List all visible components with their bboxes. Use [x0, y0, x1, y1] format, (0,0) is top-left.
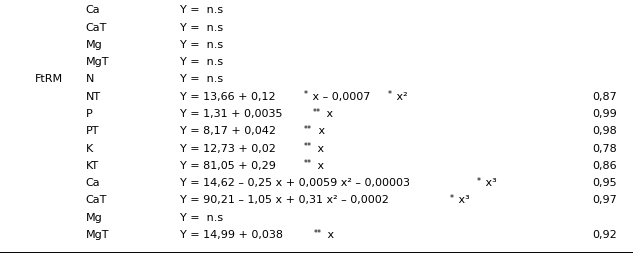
Text: Y = 12,73 + 0,02: Y = 12,73 + 0,02 — [180, 144, 276, 154]
Text: NT: NT — [85, 92, 101, 102]
Text: 0,98: 0,98 — [592, 126, 617, 136]
Text: Y = 1,31 + 0,0035: Y = 1,31 + 0,0035 — [180, 109, 283, 119]
Text: Mg: Mg — [85, 40, 102, 50]
Text: x³: x³ — [482, 178, 497, 188]
Text: 0,78: 0,78 — [592, 144, 617, 154]
Text: Y = 90,21 – 1,05 x + 0,31 x² – 0,0002: Y = 90,21 – 1,05 x + 0,31 x² – 0,0002 — [180, 196, 389, 205]
Text: Y = 13,66 + 0,12: Y = 13,66 + 0,12 — [180, 92, 276, 102]
Text: Y = 14,62 – 0,25 x + 0,0059 x² – 0,00003: Y = 14,62 – 0,25 x + 0,0059 x² – 0,00003 — [180, 178, 410, 188]
Text: *: * — [388, 90, 392, 99]
Text: x³: x³ — [455, 196, 470, 205]
Text: Y =  n.s: Y = n.s — [180, 23, 223, 33]
Text: Y =  n.s: Y = n.s — [180, 5, 223, 15]
Text: *: * — [477, 177, 481, 186]
Text: x: x — [323, 109, 333, 119]
Text: **: ** — [304, 142, 312, 151]
Text: Y =  n.s: Y = n.s — [180, 40, 223, 50]
Text: 0,86: 0,86 — [592, 161, 617, 171]
Text: P: P — [85, 109, 92, 119]
Text: x: x — [323, 230, 334, 240]
Text: Y = 14,99 + 0,038: Y = 14,99 + 0,038 — [180, 230, 284, 240]
Text: 0,99: 0,99 — [592, 109, 617, 119]
Text: Y =  n.s: Y = n.s — [180, 75, 223, 84]
Text: PT: PT — [85, 126, 99, 136]
Text: CaT: CaT — [85, 196, 107, 205]
Text: Ca: Ca — [85, 5, 100, 15]
Text: x – 0,0007: x – 0,0007 — [309, 92, 370, 102]
Text: 0,87: 0,87 — [592, 92, 617, 102]
Text: **: ** — [304, 159, 312, 168]
Text: **: ** — [313, 108, 321, 117]
Text: 0,92: 0,92 — [592, 230, 617, 240]
Text: KT: KT — [85, 161, 99, 171]
Text: x: x — [315, 144, 325, 154]
Text: N: N — [85, 75, 94, 84]
Text: Ca: Ca — [85, 178, 100, 188]
Text: K: K — [85, 144, 92, 154]
Text: MgT: MgT — [85, 57, 109, 67]
Text: Y = 81,05 + 0,29: Y = 81,05 + 0,29 — [180, 161, 276, 171]
Text: *: * — [450, 194, 454, 203]
Text: x²: x² — [393, 92, 408, 102]
Text: Y =  n.s: Y = n.s — [180, 57, 223, 67]
Text: Y =  n.s: Y = n.s — [180, 213, 223, 223]
Text: MgT: MgT — [85, 230, 109, 240]
Text: 0,95: 0,95 — [592, 178, 617, 188]
Text: Mg: Mg — [85, 213, 102, 223]
Text: x: x — [315, 161, 325, 171]
Text: **: ** — [304, 125, 312, 134]
Text: **: ** — [313, 229, 322, 238]
Text: CaT: CaT — [85, 23, 107, 33]
Text: *: * — [304, 90, 308, 99]
Text: Y = 8,17 + 0,042: Y = 8,17 + 0,042 — [180, 126, 277, 136]
Text: FtRM: FtRM — [35, 75, 63, 84]
Text: x: x — [315, 126, 325, 136]
Text: 0,97: 0,97 — [592, 196, 617, 205]
